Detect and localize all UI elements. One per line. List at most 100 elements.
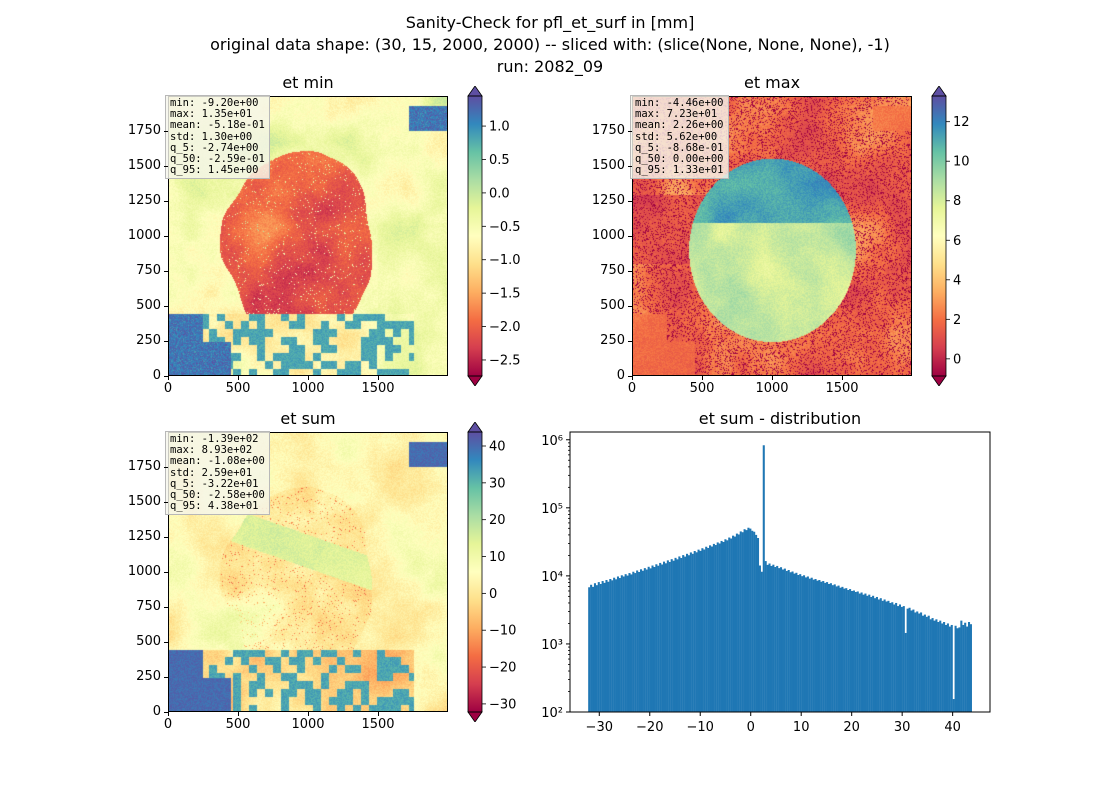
- histogram-bar: [597, 582, 600, 712]
- histogram-bar: [875, 596, 878, 712]
- colorbar-tick-label: 20: [489, 513, 506, 528]
- x-tick-label: 30: [894, 720, 911, 735]
- histogram-bar: [714, 545, 717, 712]
- stat-line: std: 1.30e+00: [170, 130, 253, 143]
- histogram-bar: [710, 546, 714, 712]
- y-tick-label: 500: [136, 298, 161, 313]
- histogram-bar: [927, 615, 930, 712]
- histogram-bar: [778, 568, 781, 712]
- x-tick-label: −30: [586, 720, 613, 735]
- histogram-bar: [954, 625, 957, 712]
- histogram-bar: [732, 535, 735, 712]
- histogram-bar: [634, 573, 637, 712]
- histogram-bar: [897, 606, 900, 712]
- x-tick-label: 1500: [361, 717, 395, 732]
- histogram-bar: [923, 614, 926, 712]
- histogram-bar: [607, 581, 610, 712]
- x-tick-label: 0: [163, 717, 173, 732]
- colorbar-tick-label: −30: [489, 697, 516, 712]
- histogram-bar: [962, 624, 965, 712]
- y-tick-label: 10⁵: [541, 502, 563, 517]
- y-tick-mark: [628, 270, 632, 272]
- stat-line: q_5: -2.74e+00: [170, 141, 259, 154]
- histogram-bar: [824, 582, 827, 712]
- histogram-bar: [615, 579, 618, 712]
- y-tick-mark: [164, 641, 168, 643]
- histogram-bar: [645, 569, 648, 712]
- histogram-bar: [879, 598, 882, 712]
- map-et-max: [632, 96, 912, 376]
- histogram-bar: [877, 599, 880, 712]
- histogram-bar: [753, 531, 756, 712]
- stat-line: q_95: 1.45e+00: [170, 164, 259, 177]
- histogram-bar: [791, 571, 794, 712]
- histogram-bar: [831, 585, 834, 712]
- x-tick-mark: [307, 712, 309, 716]
- histogram-bar: [891, 602, 894, 712]
- histogram-bar: [943, 622, 946, 712]
- stat-line: mean: 2.26e+00: [635, 119, 724, 132]
- histogram-bar: [613, 577, 616, 712]
- y-tick-label: 10³: [541, 638, 563, 653]
- histogram-bar: [724, 539, 727, 712]
- histogram-bar: [808, 578, 811, 712]
- histogram-bar: [795, 572, 798, 712]
- histogram-bar: [918, 613, 921, 712]
- histogram-bar: [592, 586, 595, 712]
- histogram-bar: [624, 574, 627, 712]
- histogram-bar: [850, 590, 854, 712]
- colorbar-tick-label: −10: [489, 624, 516, 639]
- histogram-bar: [722, 541, 725, 712]
- y-tick-mark: [628, 165, 632, 167]
- histogram-bar: [699, 550, 702, 712]
- histogram-bar: [837, 585, 840, 712]
- y-tick-label: 1750: [127, 123, 161, 138]
- histogram-bar: [818, 579, 821, 712]
- histogram-bar: [889, 602, 892, 712]
- histogram-bar: [653, 567, 656, 712]
- histogram-bar: [605, 579, 608, 712]
- histogram-bar: [728, 537, 731, 712]
- histogram-bar: [718, 543, 721, 712]
- histogram-bar: [885, 601, 888, 712]
- stat-line: q_95: 1.33e+01: [635, 164, 724, 177]
- histogram-bar: [812, 579, 815, 712]
- colorbar-tick-label: −0.5: [489, 220, 521, 235]
- y-tick-mark: [164, 235, 168, 237]
- histogram-bar: [956, 628, 959, 712]
- colorbar-tick-label: 12: [953, 115, 970, 130]
- x-tick-label: 1000: [291, 717, 325, 732]
- histogram-bar: [806, 576, 809, 712]
- colorbar-gradient: [468, 432, 482, 712]
- histogram-bar: [929, 619, 932, 712]
- y-tick-label: 0: [152, 704, 161, 719]
- histogram-bar: [872, 595, 875, 712]
- colorbar-tick-label: −2.5: [489, 353, 521, 368]
- histogram-bar: [622, 576, 625, 712]
- x-tick-label: 1500: [825, 381, 859, 396]
- colorbar-tick-label: 2: [953, 313, 961, 328]
- colorbar-tick-label: 0.5: [489, 153, 510, 168]
- histogram-bar: [689, 552, 692, 712]
- stat-line: q_5: -8.68e-01: [635, 141, 724, 154]
- y-tick-label: 0: [152, 368, 161, 383]
- colorbar-frame: [467, 95, 483, 377]
- histogram-bar: [749, 528, 752, 712]
- stat-line: min: -1.39e+02: [170, 433, 259, 445]
- histogram-bar: [716, 542, 719, 712]
- x-tick-label: 0: [747, 720, 755, 735]
- histogram-bar: [870, 596, 873, 712]
- histogram-bar: [785, 570, 788, 712]
- histogram-bar: [676, 559, 679, 712]
- y-tick-mark: [628, 375, 632, 377]
- colorbar-extend-min: [931, 375, 947, 386]
- histogram-bar: [643, 568, 646, 712]
- stat-line: std: 2.59e+01: [170, 466, 253, 479]
- histogram-bar: [770, 565, 773, 712]
- y-tick-mark: [164, 130, 168, 132]
- colorbar-extend-max: [467, 422, 483, 433]
- histogram-bar: [739, 531, 742, 712]
- histogram-bar: [852, 590, 855, 712]
- histogram-bar: [780, 567, 783, 712]
- histogram-bar: [803, 575, 806, 712]
